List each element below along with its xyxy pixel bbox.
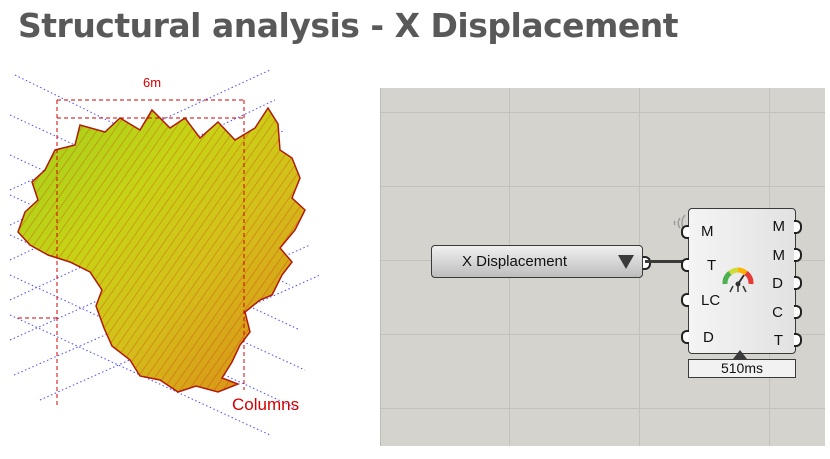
- output-grip[interactable]: [794, 276, 802, 290]
- mesh-hatching: [18, 108, 305, 392]
- output-grip[interactable]: [794, 220, 802, 234]
- canvas-grid-line: [381, 334, 825, 335]
- output-port-m1[interactable]: M: [772, 218, 786, 235]
- analysis-component[interactable]: M T LC D M M D C T: [688, 208, 796, 354]
- profiler-timer: 510ms: [688, 359, 796, 378]
- timer-pointer: [733, 350, 747, 359]
- input-grip[interactable]: [681, 258, 689, 272]
- grasshopper-canvas[interactable]: X Displacement M T LC D M M D C T: [380, 88, 825, 446]
- input-grip[interactable]: [681, 330, 689, 344]
- dropdown-arrow-icon[interactable]: [616, 252, 636, 272]
- displacement-visualization: 6m Columns: [0, 64, 340, 454]
- input-grip[interactable]: [681, 225, 689, 239]
- output-grip[interactable]: [794, 333, 802, 347]
- input-port-load-case[interactable]: LC: [701, 292, 721, 309]
- panel-output-grip[interactable]: [643, 256, 651, 270]
- input-grip[interactable]: [681, 293, 689, 307]
- output-port-t[interactable]: T: [773, 332, 783, 349]
- output-grip[interactable]: [794, 248, 802, 262]
- mesh-viewport: 6m Columns: [9, 69, 321, 436]
- output-port-m2[interactable]: M: [772, 247, 786, 264]
- output-port-c[interactable]: C: [772, 304, 783, 321]
- value-list-label: X Displacement: [462, 253, 568, 270]
- canvas-grid-line: [381, 112, 825, 113]
- column-lines: [18, 99, 245, 408]
- gauge-icon: [722, 267, 754, 293]
- output-grip[interactable]: [794, 305, 802, 319]
- canvas-grid-line: [381, 186, 825, 187]
- page-title: Structural analysis - X Displacement: [18, 6, 679, 45]
- dimension-label: 6m: [143, 75, 161, 90]
- value-list-panel[interactable]: X Displacement: [431, 245, 643, 278]
- connection-wire: [645, 260, 685, 263]
- input-port-type[interactable]: T: [707, 257, 717, 274]
- canvas-grid-line: [381, 408, 825, 409]
- output-port-d[interactable]: D: [772, 275, 783, 292]
- columns-label: Columns: [232, 395, 299, 414]
- input-port-model[interactable]: M: [701, 223, 714, 240]
- input-port-d[interactable]: D: [703, 329, 714, 346]
